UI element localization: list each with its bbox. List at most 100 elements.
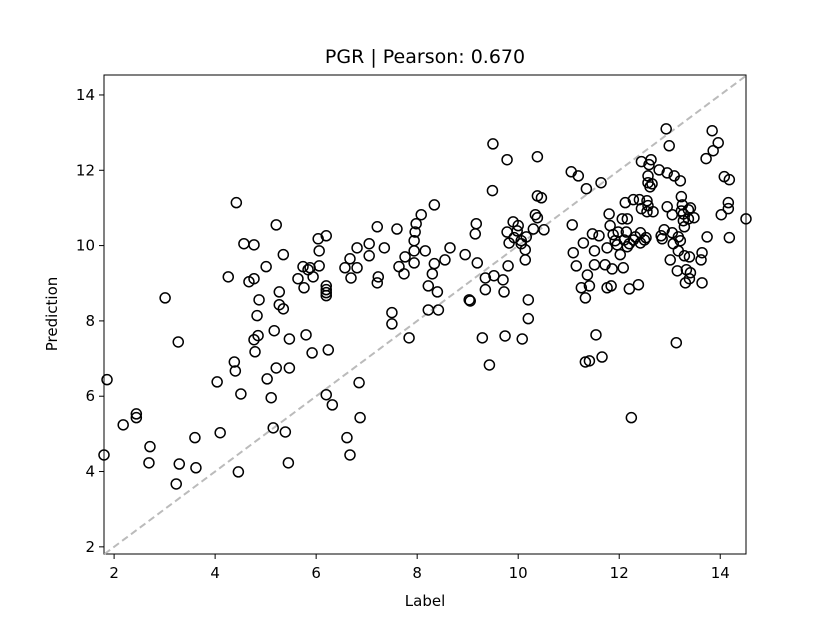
scatter-point <box>363 237 375 250</box>
scatter-point <box>722 196 735 209</box>
scatter-point <box>593 230 605 242</box>
scatter-point <box>670 336 683 349</box>
scatter-point <box>344 449 356 461</box>
scatter-point <box>577 237 590 249</box>
scatter-point <box>617 262 630 274</box>
scatter-point <box>101 373 113 386</box>
y-tick-label: 2 <box>85 538 95 556</box>
scatter-point <box>211 376 223 388</box>
scatter-point <box>403 332 415 344</box>
scatter-point <box>682 204 695 216</box>
scatter-point <box>522 312 535 325</box>
scatter-point <box>232 466 245 478</box>
scatter-point <box>661 167 673 179</box>
y-tick-label: 8 <box>85 312 95 330</box>
scatter-point <box>386 306 398 319</box>
scatter-point <box>189 431 201 444</box>
scatter-point <box>664 254 676 266</box>
scatter-point <box>326 399 339 411</box>
scatter-point <box>674 175 687 187</box>
scatter-point <box>700 152 712 165</box>
scatter-point <box>695 254 707 266</box>
scatter-point <box>341 431 353 444</box>
scatter-point <box>588 259 601 271</box>
scatter-point <box>512 219 524 232</box>
scatter-point <box>640 231 652 244</box>
scatter-point <box>566 219 578 231</box>
scatter-point <box>679 277 692 289</box>
scatter-point <box>712 137 724 149</box>
scatter-point <box>130 408 143 420</box>
scatter-point <box>415 208 427 221</box>
scatter-point <box>660 123 672 135</box>
scatter-point <box>345 272 357 284</box>
scatter-point <box>428 199 441 211</box>
scatter-point <box>663 140 675 152</box>
scatter-point <box>479 283 492 296</box>
y-axis-label: Prediction <box>43 277 61 352</box>
scatter-point <box>625 411 638 424</box>
scatter-point <box>249 346 261 358</box>
scatter-point <box>645 153 657 166</box>
scatter-point <box>538 224 550 236</box>
scatter-point <box>722 202 735 215</box>
scatter-point <box>270 219 282 231</box>
scatter-point <box>646 178 658 190</box>
scatter-point <box>283 333 296 345</box>
scatter-point <box>715 208 727 221</box>
scatter-point <box>117 419 129 431</box>
y-tick-label: 14 <box>76 86 95 104</box>
scatter-point <box>378 242 391 254</box>
scatter-point <box>410 217 422 230</box>
scatter-point <box>248 333 260 346</box>
scatter-point <box>588 245 601 257</box>
scatter-point <box>353 376 365 389</box>
scatter-point <box>320 289 333 302</box>
scatter-point <box>723 173 736 186</box>
scatter-point <box>519 254 532 266</box>
x-tick-label: 10 <box>509 564 528 582</box>
scatter-point <box>408 257 420 269</box>
scatter-point <box>675 190 688 203</box>
scatter-point <box>372 271 385 283</box>
scatter-point <box>273 286 286 298</box>
plot-frame <box>103 74 747 555</box>
scatter-point <box>279 426 292 438</box>
scatter-point <box>98 449 110 461</box>
scatter-point <box>632 279 645 291</box>
scatter-point <box>590 329 602 341</box>
scatter-point <box>235 388 247 400</box>
y-tick-label: 6 <box>85 387 95 405</box>
scatter-point <box>723 231 736 244</box>
x-tick-label: 2 <box>109 564 119 582</box>
scatter-point <box>363 250 375 262</box>
scatter-point <box>671 265 684 277</box>
scatter-point <box>439 254 451 266</box>
scatter-point <box>251 309 263 322</box>
scatter-point <box>647 205 659 218</box>
scatter-point <box>172 336 185 348</box>
x-tick-label: 8 <box>412 564 422 582</box>
scatter-point <box>432 304 445 316</box>
scatter-point <box>344 253 356 265</box>
scatter-point <box>470 217 483 230</box>
scatter-point <box>684 266 697 279</box>
scatter-point <box>300 329 312 341</box>
scatter-point <box>682 213 695 225</box>
x-tick-label: 6 <box>311 564 321 582</box>
scatter-point <box>228 356 241 368</box>
scatter-point <box>706 124 718 137</box>
scatter-point <box>371 277 384 289</box>
scatter-point <box>572 170 585 182</box>
scatter-point <box>623 283 636 295</box>
scatter-point <box>351 262 363 274</box>
scatter-point <box>596 351 608 363</box>
scatter-point <box>320 283 333 296</box>
scatter-point <box>677 214 690 227</box>
scatter-point <box>621 240 634 253</box>
scatter-point <box>143 457 155 469</box>
x-tick-label: 14 <box>711 564 730 582</box>
scatter-point <box>422 280 435 292</box>
scatter-point <box>601 242 613 254</box>
